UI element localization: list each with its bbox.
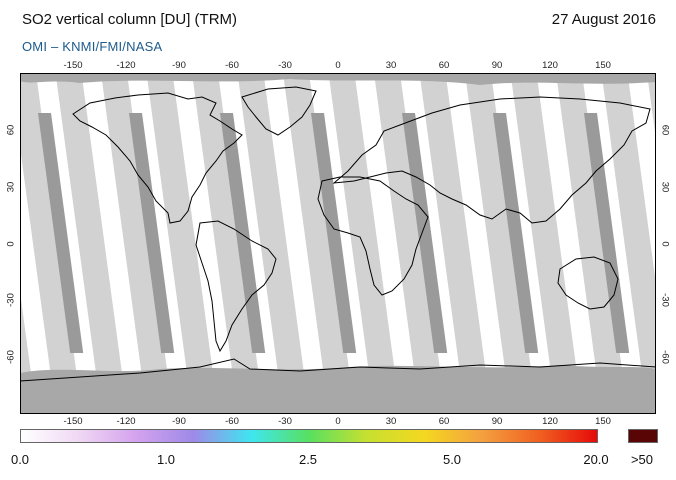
top-lon-tick-6: 30: [385, 60, 397, 71]
map-frame: [20, 73, 656, 414]
right-lat-tick-0: 60: [659, 124, 671, 136]
data-source: OMI – KNMI/FMI/NASA: [22, 39, 163, 54]
colorbar: [20, 429, 598, 443]
bottom-lon-tick-1: -120: [116, 416, 136, 427]
map-title: SO2 vertical column [DU] (TRM): [22, 11, 238, 28]
right-lat-tick-2: 0: [659, 240, 671, 247]
orbit-gap-dark: [584, 113, 630, 353]
bottom-lon-tick-9: 120: [542, 416, 558, 427]
colorbar-label-2: 2.5: [298, 452, 318, 467]
greenland-coast: [241, 86, 317, 136]
orbit-gap-dark: [38, 113, 84, 353]
bottom-lon-tick-7: 60: [438, 416, 450, 427]
colorbar-label-0: 0.0: [10, 452, 30, 467]
orbit-swath-light: [20, 73, 82, 414]
antarctica-coast: [20, 358, 656, 382]
bottom-lon-tick-8: 90: [491, 416, 503, 427]
top-lon-tick-4: -30: [278, 60, 292, 71]
left-lat-tick-3: -30: [5, 293, 17, 308]
orbit-swath-light: [601, 73, 656, 414]
orbit-swath-light: [55, 73, 128, 414]
top-lon-tick-2: -90: [172, 60, 186, 71]
top-lon-tick-7: 60: [438, 60, 450, 71]
orbit-swath-light: [237, 73, 310, 414]
bottom-lon-tick-6: 30: [385, 416, 397, 427]
africa-coast: [317, 176, 429, 296]
satellite-orbit-swaths: [20, 73, 656, 414]
bottom-lon-tick-10: 150: [595, 416, 611, 427]
top-lon-tick-5: 0: [335, 60, 341, 71]
orbit-swath-light: [146, 73, 219, 414]
left-lat-tick-2: 0: [5, 240, 17, 247]
right-lat-tick-4: -60: [659, 350, 671, 365]
colorbar-label-4: 20.0: [583, 452, 609, 467]
left-lat-tick-0: 60: [5, 124, 17, 136]
orbit-gap-dark: [493, 113, 539, 353]
orbit-swath-light: [556, 73, 628, 414]
orbit-swath-light: [374, 73, 446, 414]
orbit-swath-light: [465, 73, 537, 414]
orbit-swath-light: [192, 73, 264, 414]
orbit-swath-light: [510, 73, 583, 414]
top-lon-tick-0: -150: [63, 60, 83, 71]
left-lat-tick-4: -60: [5, 350, 17, 365]
bottom-lon-tick-2: -90: [172, 416, 186, 427]
orbit-swath-light: [328, 73, 401, 414]
colorbar-label-3: 5.0: [442, 452, 462, 467]
south-polar-cap: [20, 365, 656, 414]
europe-asia-coast: [332, 96, 651, 224]
orbit-gap-dark: [311, 113, 357, 353]
orbit-swath-light: [419, 73, 492, 414]
top-lon-tick-8: 90: [491, 60, 503, 71]
orbit-swath-light: [283, 73, 355, 414]
bottom-lon-tick-3: -60: [225, 416, 239, 427]
orbit-gap-dark: [402, 113, 448, 353]
orbit-gap-dark: [129, 113, 175, 353]
bottom-lon-tick-0: -150: [63, 416, 83, 427]
colorbar-label-5: >50: [630, 452, 654, 467]
so2-world-map: [20, 73, 656, 414]
coastlines: [20, 86, 656, 382]
colorbar-label-1: 1.0: [156, 452, 176, 467]
north-polar-cap: [20, 73, 656, 85]
orbit-swath-light: [101, 73, 173, 414]
colorbar-overflow-swatch: [628, 429, 658, 443]
south-america-coast: [195, 220, 277, 353]
australia-coast: [557, 256, 619, 310]
left-lat-tick-1: 30: [5, 181, 17, 192]
top-lon-tick-1: -120: [116, 60, 136, 71]
map-date: 27 August 2016: [551, 11, 656, 28]
north-america-coast: [72, 92, 243, 224]
bottom-lon-tick-5: 0: [335, 416, 341, 427]
top-lon-tick-3: -60: [225, 60, 239, 71]
right-lat-tick-1: 30: [659, 181, 671, 192]
right-lat-tick-3: -30: [659, 293, 671, 308]
bottom-lon-tick-4: -30: [278, 416, 292, 427]
top-lon-tick-9: 120: [542, 60, 558, 71]
top-lon-tick-10: 150: [595, 60, 611, 71]
orbit-swath-light: [647, 73, 656, 140]
